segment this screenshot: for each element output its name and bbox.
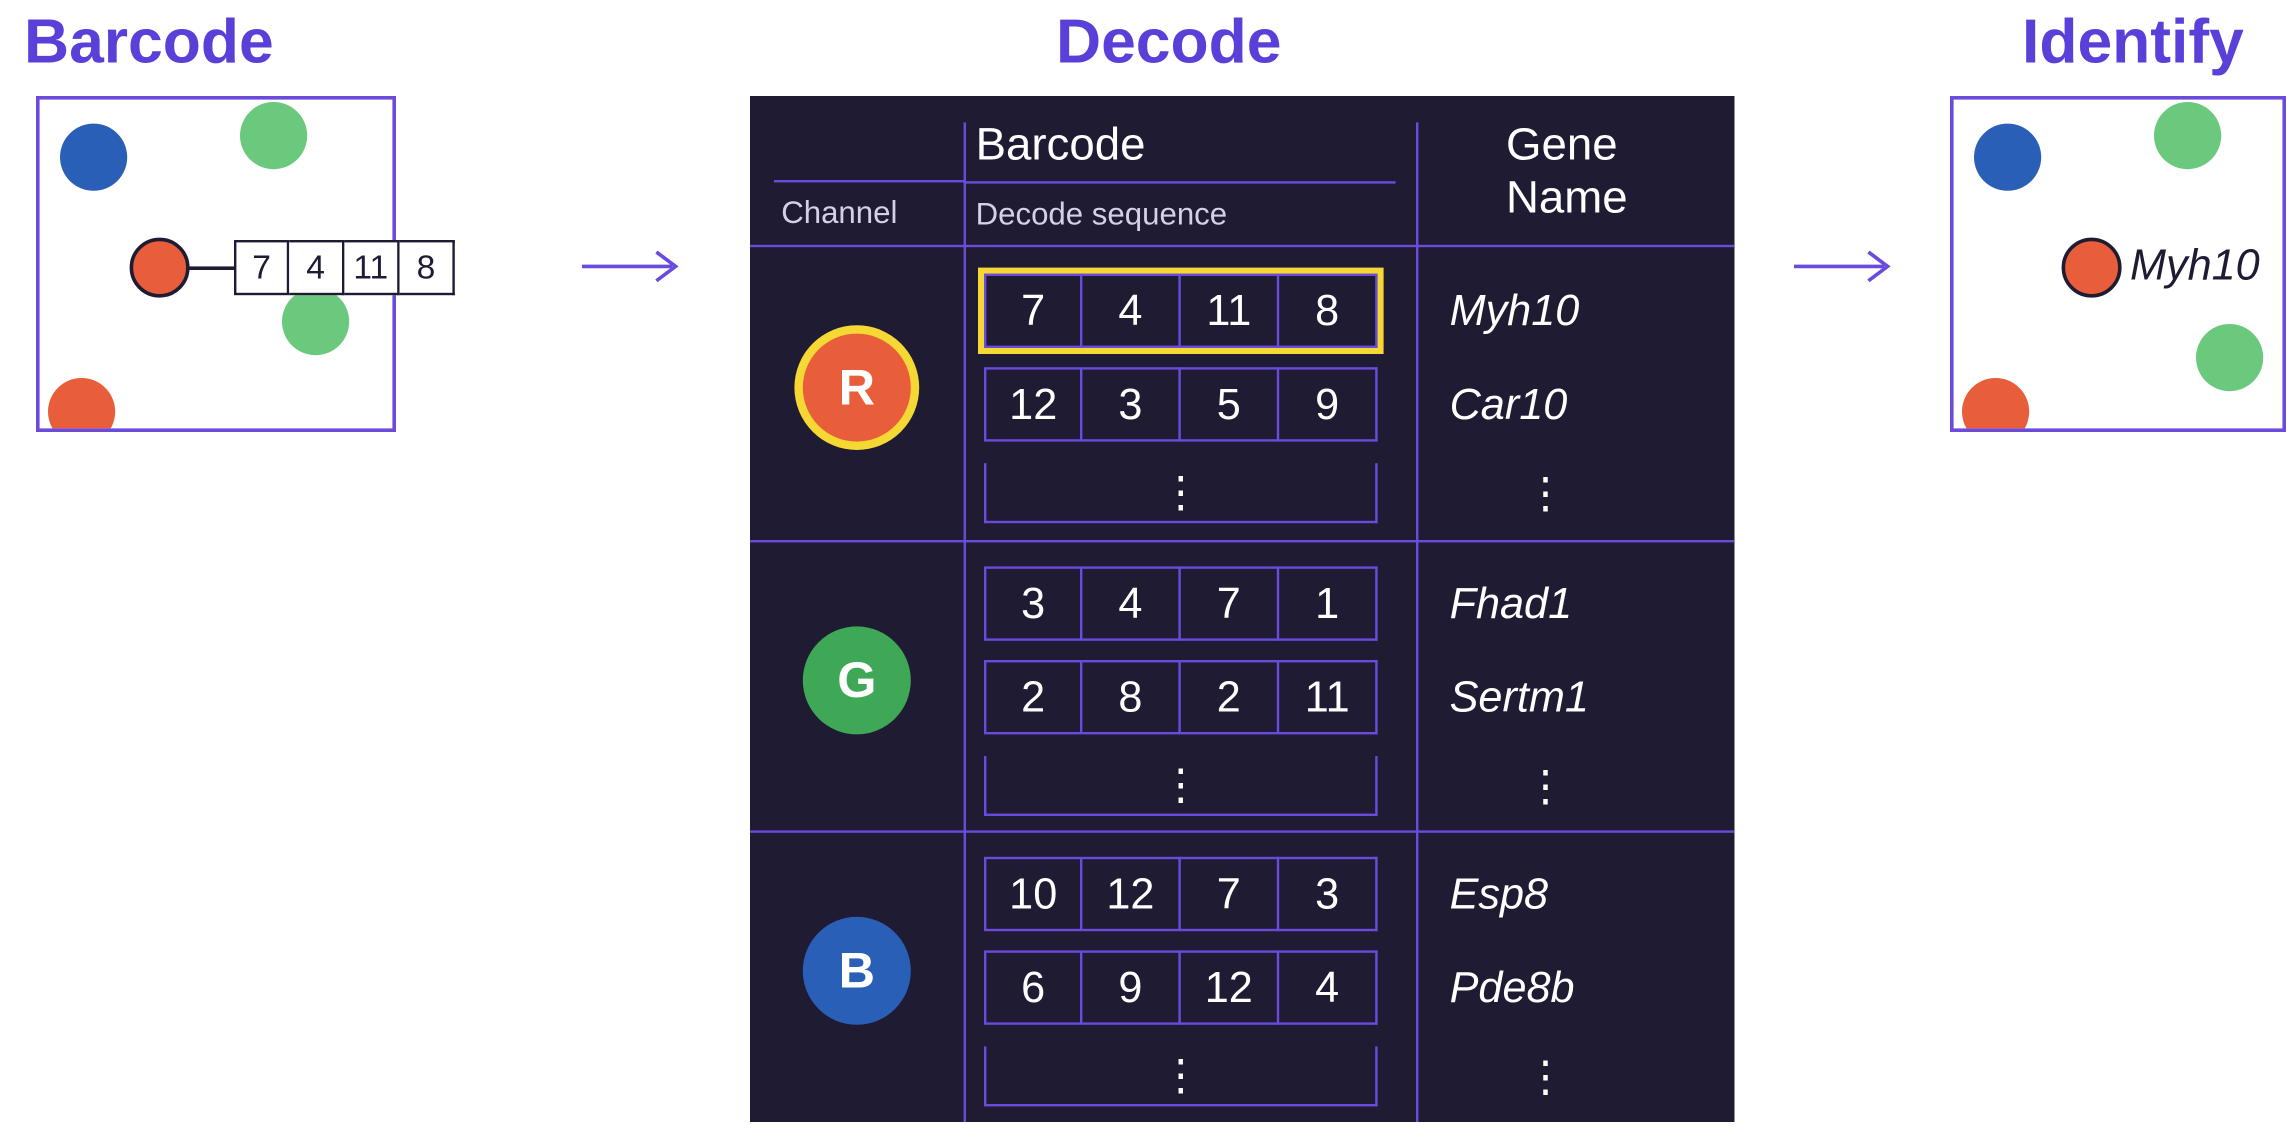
channel-badge-G: G xyxy=(803,626,911,734)
seq-cell: 7 xyxy=(1181,566,1279,640)
seq-cell: 4 xyxy=(1082,566,1180,640)
seq-cell: 3 xyxy=(1082,367,1180,441)
vdots-row: ⋮⋮ xyxy=(984,1046,1642,1106)
vdots-icon: ⋮ xyxy=(1450,1063,1642,1089)
decode-table: Barcode Decode sequence Gene Name Channe… xyxy=(750,96,1734,1122)
vdots-icon: ⋮ xyxy=(1450,480,1642,506)
seq-cell: 11 xyxy=(1181,274,1279,348)
channel-block-G: G3471Fhad128211Sertm1⋮⋮ xyxy=(750,540,1734,830)
seq-cell: 7 xyxy=(984,274,1082,348)
spot xyxy=(2196,324,2263,391)
vdots-icon: ⋮ xyxy=(1159,479,1202,505)
seq-cell: 8 xyxy=(1082,660,1180,734)
gene-name: Fhad1 xyxy=(1450,578,1642,628)
barcode-seq-3: 8 xyxy=(400,240,455,295)
spot xyxy=(282,288,349,355)
decode-header-barcode: Barcode xyxy=(964,120,1494,181)
vdots-icon: ⋮ xyxy=(1159,1062,1202,1088)
seq-cell: 8 xyxy=(1279,274,1377,348)
decode-row: 3471 Fhad1 xyxy=(984,566,1642,640)
vdots-row: ⋮⋮ xyxy=(984,756,1642,816)
spot xyxy=(2062,238,2122,298)
seq-cell: 2 xyxy=(1181,660,1279,734)
identify-gene-label: Myh10 xyxy=(2130,240,2260,290)
seq-cell: 1 xyxy=(1279,566,1377,640)
spot xyxy=(130,238,190,298)
vdots-row: ⋮⋮ xyxy=(984,463,1642,523)
gene-name: Pde8b xyxy=(1450,962,1642,1012)
barcode-connector xyxy=(186,266,234,270)
decode-row: 101273 Esp8 xyxy=(984,857,1642,931)
seq-cell: 6 xyxy=(984,950,1082,1024)
spot xyxy=(2154,102,2221,169)
channel-badge-B: B xyxy=(803,917,911,1025)
decode-title: Decode xyxy=(1056,6,1281,78)
spot xyxy=(48,378,115,432)
seq-cell: 4 xyxy=(1279,950,1377,1024)
seq-cell: 12 xyxy=(984,367,1082,441)
seq-cell: 4 xyxy=(1082,274,1180,348)
decode-row: 69124 Pde8b xyxy=(984,950,1642,1024)
decode-header-channel: Channel xyxy=(781,194,897,231)
seq-cell: 12 xyxy=(1082,857,1180,931)
seq-cell: 11 xyxy=(1279,660,1377,734)
vdots-icon: ⋮ xyxy=(1450,773,1642,799)
channel-block-R: R74118Myh1012359Car10⋮⋮ xyxy=(750,250,1734,540)
seq-cell: 3 xyxy=(984,566,1082,640)
decode-header-sequence: Decode sequence xyxy=(964,184,1494,245)
channel-badge-R: R xyxy=(803,334,911,442)
arrow-decode-to-identify xyxy=(1794,228,1902,306)
seq-cell: 5 xyxy=(1181,367,1279,441)
decode-header-gene: Gene Name xyxy=(1506,120,1734,225)
barcode-title: Barcode xyxy=(24,6,274,78)
seq-cell: 9 xyxy=(1279,367,1377,441)
spot xyxy=(1962,378,2029,432)
seq-cell: 12 xyxy=(1181,950,1279,1024)
spot xyxy=(60,124,127,191)
seq-cell: 3 xyxy=(1279,857,1377,931)
gene-name: Sertm1 xyxy=(1450,672,1642,722)
spot xyxy=(240,102,307,169)
seq-cell: 7 xyxy=(1181,857,1279,931)
seq-cell: 2 xyxy=(984,660,1082,734)
identify-title: Identify xyxy=(2022,6,2244,78)
decode-row: 12359 Car10 xyxy=(984,367,1642,441)
barcode-seq-2: 11 xyxy=(344,240,399,295)
seq-cell: 10 xyxy=(984,857,1082,931)
gene-name: Myh10 xyxy=(1450,286,1642,336)
barcode-sequence-strip: 7 4 11 8 xyxy=(234,240,455,295)
channel-block-B: B101273Esp869124Pde8b⋮⋮ xyxy=(750,830,1734,1120)
barcode-seq-1: 4 xyxy=(289,240,344,295)
spot xyxy=(1974,124,2041,191)
gene-name: Car10 xyxy=(1450,379,1642,429)
decode-row: 28211Sertm1 xyxy=(984,660,1642,734)
gene-name: Esp8 xyxy=(1450,869,1642,919)
barcode-seq-0: 7 xyxy=(234,240,289,295)
arrow-barcode-to-decode xyxy=(582,228,690,306)
seq-cell: 9 xyxy=(1082,950,1180,1024)
vdots-icon: ⋮ xyxy=(1159,772,1202,798)
decode-row: 74118 Myh10 xyxy=(984,274,1642,348)
